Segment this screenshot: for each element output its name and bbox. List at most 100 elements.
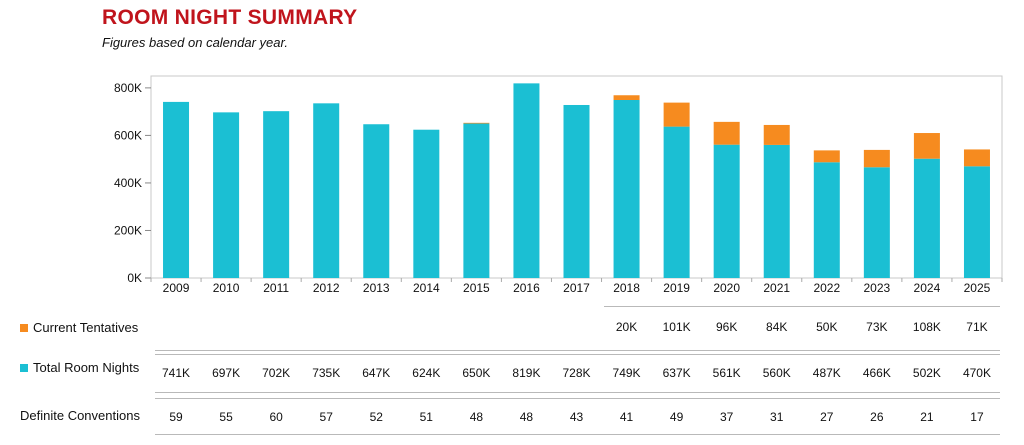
cell-total-2012: 735K — [312, 366, 341, 380]
x-tick-label-2016: 2016 — [513, 281, 540, 295]
row-label-tentatives: Current Tentatives — [20, 320, 138, 335]
cell-conventions-2022: 27 — [820, 410, 834, 424]
bar-total-2015 — [463, 123, 490, 278]
cell-total-2022: 487K — [812, 366, 841, 380]
bar-total-2011 — [263, 111, 290, 278]
bar-tentative-2022 — [813, 150, 840, 163]
bar-total-2021 — [763, 144, 790, 278]
cell-total-2019: 637K — [662, 366, 691, 380]
bar-total-2010 — [213, 112, 240, 278]
cell-conventions-2009: 59 — [169, 410, 183, 424]
cell-total-2011: 702K — [262, 366, 291, 380]
cell-total-2013: 647K — [362, 366, 391, 380]
cell-tentatives-2021: 84K — [766, 320, 788, 334]
cell-tentatives-2019: 101K — [662, 320, 691, 334]
bar-total-2019 — [663, 126, 690, 278]
x-tick-label-2011: 2011 — [263, 281, 289, 295]
bar-total-2023 — [863, 167, 890, 278]
bar-chart: 0K 200K 400K 600K 800K 2009 2010 2011 2012 2013 20… — [114, 75, 1003, 295]
cell-conventions-2018: 41 — [619, 410, 634, 424]
cell-total-2024: 502K — [912, 366, 941, 380]
row-label-total: Total Room Nights — [20, 360, 139, 375]
x-tick-label-2025: 2025 — [964, 281, 991, 295]
x-tick-label-2020: 2020 — [713, 281, 740, 295]
cell-conventions-2010: 55 — [219, 410, 233, 424]
cell-tentatives-2024: 108K — [912, 320, 941, 334]
x-tick-label-2009: 2009 — [163, 281, 190, 295]
x-tick-label-2022: 2022 — [813, 281, 840, 295]
cell-conventions-2015: 48 — [469, 410, 484, 424]
chart-subtitle: Figures based on calendar year. — [102, 35, 288, 50]
cell-tentatives-2022: 50K — [816, 320, 838, 334]
cell-tentatives-2020: 96K — [715, 320, 738, 334]
bar-tentative-2024 — [913, 133, 940, 159]
cell-total-2016: 819K — [512, 366, 541, 380]
bar-total-2016 — [513, 83, 540, 278]
cell-total-2018: 749K — [612, 366, 641, 380]
cell-total-2014: 624K — [412, 366, 441, 380]
chart-title: ROOM NIGHT SUMMARY — [102, 6, 358, 29]
bar-tentative-2021 — [763, 124, 790, 145]
x-tick-label-2013: 2013 — [363, 281, 390, 295]
cell-conventions-2024: 21 — [920, 410, 934, 424]
bar-tentative-2023 — [863, 149, 890, 168]
cell-conventions-2025: 17 — [970, 410, 984, 424]
table-divider-2 — [155, 354, 1000, 355]
bar-tentative-2015 — [463, 122, 490, 124]
x-tick-label-2015: 2015 — [463, 281, 490, 295]
cell-conventions-2013: 52 — [369, 410, 383, 424]
bar-total-2017 — [563, 104, 590, 278]
y-tick-label: 600K — [114, 128, 142, 142]
tentatives-label: Current Tentatives — [33, 320, 139, 335]
total-legend-swatch — [20, 363, 28, 372]
cell-conventions-2020: 37 — [719, 410, 734, 424]
tentatives-legend-swatch — [20, 323, 28, 332]
x-tick-label-2019: 2019 — [663, 281, 690, 295]
cell-conventions-2019: 49 — [669, 410, 684, 424]
cell-conventions-2011: 60 — [269, 410, 283, 424]
x-tick-label-2014: 2014 — [413, 281, 440, 295]
bar-total-2025 — [963, 166, 990, 278]
table-divider-bottom — [155, 434, 1000, 435]
bar-total-2022 — [813, 162, 840, 278]
cell-total-2025: 470K — [962, 366, 991, 380]
x-tick-label-2024: 2024 — [914, 281, 941, 295]
cell-tentatives-2018: 20K — [615, 320, 638, 334]
cell-conventions-2012: 57 — [319, 410, 333, 424]
x-tick-label-2017: 2017 — [563, 281, 590, 295]
x-tick-label-2023: 2023 — [864, 281, 891, 295]
x-tick-label-2010: 2010 — [213, 281, 240, 295]
bar-tentative-2020 — [713, 121, 740, 145]
bar-total-2014 — [413, 129, 440, 278]
row-label-conventions: Definite Conventions — [20, 408, 140, 423]
bar-total-2018 — [613, 100, 640, 278]
table-divider-4 — [155, 398, 1000, 399]
x-tick-label-2021: 2021 — [763, 281, 790, 295]
cell-total-2021: 560K — [762, 366, 791, 380]
bar-tentative-2019 — [663, 102, 690, 127]
cell-total-2017: 728K — [562, 366, 591, 380]
cell-tentatives-2025: 71K — [966, 320, 988, 334]
cell-conventions-2023: 26 — [870, 410, 884, 424]
cell-conventions-2021: 31 — [770, 410, 784, 424]
bar-total-2009 — [163, 101, 190, 278]
x-tick-label-2012: 2012 — [313, 281, 340, 295]
cell-total-2020: 561K — [712, 366, 741, 380]
cell-total-2009: 741K — [162, 366, 191, 380]
y-tick-label: 800K — [114, 81, 142, 95]
cell-total-2010: 697K — [212, 366, 241, 380]
cell-conventions-2014: 51 — [419, 410, 433, 424]
bar-tentative-2025 — [963, 149, 990, 167]
cell-conventions-2017: 43 — [569, 410, 584, 424]
bar-total-2013 — [363, 124, 390, 278]
cell-tentatives-2023: 73K — [866, 320, 888, 334]
total-label: Total Room Nights — [33, 360, 140, 375]
table-divider-1 — [155, 350, 1000, 351]
cell-total-2023: 466K — [862, 366, 891, 380]
table-divider-3 — [155, 392, 1000, 393]
conventions-label: Definite Conventions — [20, 408, 140, 423]
y-tick-label: 200K — [114, 223, 142, 237]
bar-tentative-2018 — [613, 95, 640, 101]
bar-total-2012 — [313, 103, 340, 279]
y-tick-label: 0K — [127, 271, 142, 285]
